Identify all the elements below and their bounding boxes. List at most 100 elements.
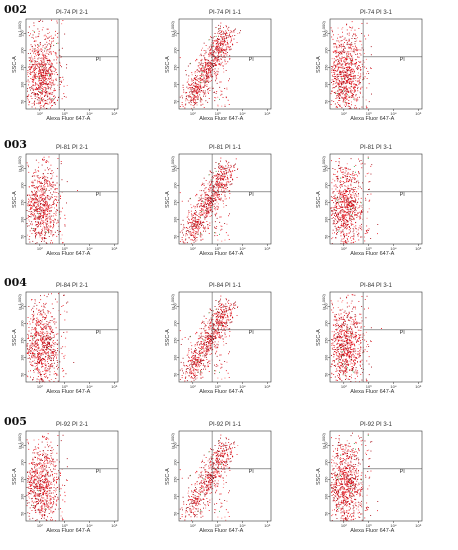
event-dot <box>346 208 348 210</box>
x-tick-label: 10⁴ <box>239 246 245 251</box>
event-dot <box>345 86 347 88</box>
event-dot <box>45 176 47 178</box>
event-dot <box>345 240 347 241</box>
event-dot <box>51 101 52 103</box>
event-dot <box>348 200 349 202</box>
event-dot <box>229 41 231 43</box>
event-dot <box>199 217 201 219</box>
event-dot <box>230 166 232 168</box>
event-dot <box>218 50 220 51</box>
event-dot <box>34 195 36 197</box>
event-dot <box>337 62 339 64</box>
event-dot <box>212 40 214 42</box>
event-dot <box>196 69 198 71</box>
event-dot <box>342 101 344 103</box>
event-dot <box>47 205 49 206</box>
event-dot <box>349 214 351 216</box>
event-dot <box>226 88 228 90</box>
event-dot <box>42 187 44 189</box>
event-dot <box>53 225 55 227</box>
event-dot <box>223 184 224 185</box>
event-dot <box>200 59 202 61</box>
event-dot <box>357 195 359 197</box>
event-dot <box>343 238 345 240</box>
event-dot <box>41 57 43 59</box>
event-dot <box>201 90 203 92</box>
event-dot <box>203 177 205 179</box>
event-dot <box>55 79 57 80</box>
event-dot <box>355 80 356 82</box>
event-dot <box>352 213 353 215</box>
event-dot <box>338 208 340 209</box>
event-dot <box>352 212 353 214</box>
event-dot <box>49 184 51 186</box>
event-dot <box>59 77 61 79</box>
event-dot <box>348 176 350 178</box>
event-dot <box>47 28 49 30</box>
event-dot <box>351 203 353 205</box>
event-dot <box>44 56 46 58</box>
event-dot <box>351 197 353 199</box>
event-dot <box>336 95 338 96</box>
x-tick-label: 10³ <box>62 246 68 251</box>
event-dot <box>349 107 351 109</box>
event-dot <box>195 87 197 88</box>
event-dot <box>340 89 342 90</box>
event-dot <box>45 38 47 40</box>
x-tick-label: 10⁴ <box>86 246 92 251</box>
event-dot <box>369 188 370 190</box>
event-dot <box>34 93 36 95</box>
event-dot <box>27 225 28 227</box>
event-dot <box>334 68 336 70</box>
event-dot <box>30 69 31 70</box>
event-dot <box>196 92 198 94</box>
event-dot <box>350 194 352 196</box>
event-dot <box>192 222 193 224</box>
event-dot <box>346 199 348 201</box>
event-dot <box>40 80 42 81</box>
event-dot <box>359 91 361 93</box>
event-dot <box>40 232 42 234</box>
event-dot <box>40 212 42 214</box>
event-dot <box>49 83 51 85</box>
gate-label: PI <box>249 57 255 63</box>
event-dot <box>343 195 344 197</box>
event-dot <box>40 182 42 184</box>
event-dot <box>229 168 230 170</box>
event-dot <box>44 228 46 230</box>
event-dot <box>228 49 230 51</box>
event-dot <box>53 224 54 226</box>
event-dot <box>224 104 226 106</box>
event-dot <box>47 213 49 215</box>
event-dot <box>41 198 43 200</box>
event-dot <box>186 99 188 101</box>
event-dot <box>31 208 33 210</box>
event-dot <box>226 87 228 89</box>
event-dot <box>51 98 53 100</box>
event-dot <box>226 175 228 177</box>
event-dot <box>46 201 48 203</box>
event-dot <box>212 204 213 206</box>
event-dot <box>207 199 209 201</box>
event-dot <box>31 67 32 68</box>
event-dot <box>360 202 362 204</box>
event-dot <box>362 79 364 81</box>
event-dot <box>204 53 206 55</box>
event-dot <box>35 171 37 173</box>
event-dot <box>200 101 202 103</box>
event-dot <box>47 222 49 224</box>
event-dot <box>359 53 361 54</box>
event-dot <box>47 79 49 81</box>
event-dot <box>343 201 345 203</box>
event-dot <box>210 200 212 202</box>
event-dot <box>213 197 215 199</box>
event-dot <box>340 53 342 54</box>
event-dot <box>343 233 345 235</box>
event-dot <box>227 35 229 36</box>
event-dot <box>30 78 32 79</box>
event-dot <box>347 72 348 74</box>
event-dot <box>221 228 223 230</box>
event-dot <box>350 158 352 160</box>
event-dot <box>338 167 340 169</box>
